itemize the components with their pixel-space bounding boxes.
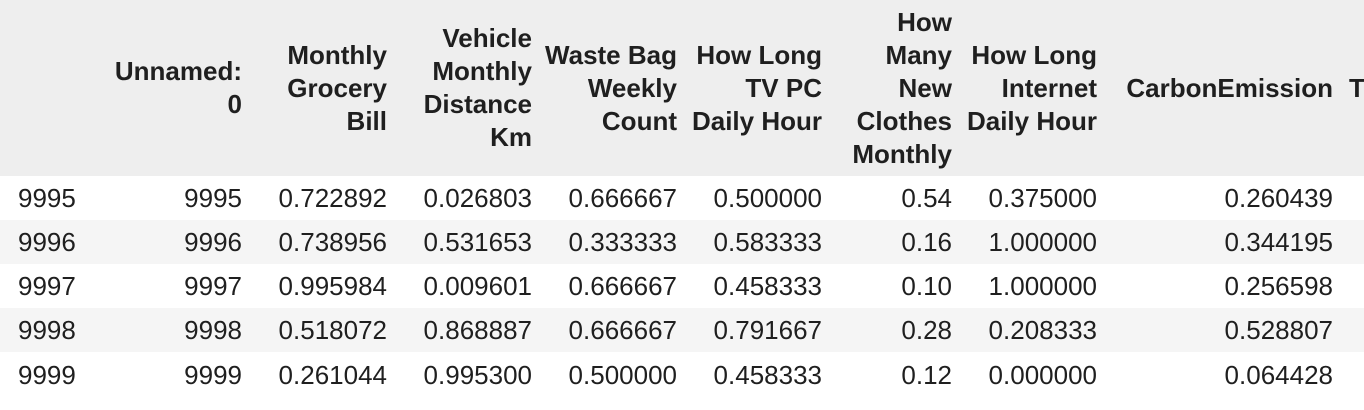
- cell-how-long-internet-daily-hour: 0.375000: [988, 182, 1097, 213]
- cell-how-long-internet-daily-hour: 0.208333: [988, 314, 1097, 345]
- row-index: 9996: [18, 226, 76, 257]
- cell-monthly-grocery-bill: 0.261044: [278, 359, 387, 390]
- cell-unnamed-0: 9999: [184, 359, 242, 390]
- cell-truncated: [1343, 176, 1364, 220]
- cell-truncated: [1343, 220, 1364, 264]
- cell-how-many-new-clothes-monthly: 0.16: [901, 226, 952, 257]
- cell-monthly-grocery-bill: 0.518072: [278, 314, 387, 345]
- cell-how-long-tv-pc-daily-hour: 0.583333: [713, 226, 822, 257]
- table-row: 9995 9995 0.722892 0.026803 0.666667 0.5…: [0, 176, 1364, 220]
- row-index: 9999: [18, 359, 76, 390]
- cell-waste-bag-weekly-count: 0.333333: [568, 226, 677, 257]
- column-header-truncated: T: [1349, 72, 1364, 103]
- table-header: Unnamed: 0 Monthly Grocery Bill Vehicle …: [0, 0, 1364, 176]
- cell-how-many-new-clothes-monthly: 0.12: [901, 359, 952, 390]
- cell-unnamed-0: 9996: [184, 226, 242, 257]
- index-header: [0, 0, 100, 176]
- cell-how-many-new-clothes-monthly: 0.54: [901, 182, 952, 213]
- column-header-unnamed-0: Unnamed: 0: [114, 56, 242, 119]
- cell-carbon-emission: 0.528807: [1224, 314, 1333, 345]
- row-index: 9995: [18, 182, 76, 213]
- column-header-how-long-tv-pc-daily-hour: How Long TV PC Daily Hour: [691, 39, 822, 136]
- cell-carbon-emission: 0.256598: [1224, 270, 1333, 301]
- cell-carbon-emission: 0.064428: [1224, 359, 1333, 390]
- cell-truncated: [1343, 308, 1364, 352]
- cell-vehicle-monthly-distance-km: 0.009601: [423, 270, 532, 301]
- cell-carbon-emission: 0.344195: [1224, 226, 1333, 257]
- table-row: 9999 9999 0.261044 0.995300 0.500000 0.4…: [0, 352, 1364, 398]
- row-index: 9998: [18, 314, 76, 345]
- cell-how-many-new-clothes-monthly: 0.10: [901, 270, 952, 301]
- table-row: 9998 9998 0.518072 0.868887 0.666667 0.7…: [0, 308, 1364, 352]
- cell-waste-bag-weekly-count: 0.666667: [568, 182, 677, 213]
- column-header-waste-bag-weekly-count: Waste Bag Weekly Count: [545, 39, 677, 136]
- column-header-monthly-grocery-bill: Monthly Grocery Bill: [287, 39, 387, 136]
- cell-how-long-tv-pc-daily-hour: 0.458333: [713, 359, 822, 390]
- cell-waste-bag-weekly-count: 0.666667: [568, 314, 677, 345]
- cell-how-long-tv-pc-daily-hour: 0.500000: [713, 182, 822, 213]
- cell-vehicle-monthly-distance-km: 0.995300: [423, 359, 532, 390]
- header-row: Unnamed: 0 Monthly Grocery Bill Vehicle …: [0, 0, 1364, 176]
- cell-waste-bag-weekly-count: 0.500000: [568, 359, 677, 390]
- column-header-carbon-emission: CarbonEmission: [1126, 72, 1333, 103]
- cell-monthly-grocery-bill: 0.722892: [278, 182, 387, 213]
- cell-vehicle-monthly-distance-km: 0.026803: [423, 182, 532, 213]
- cell-unnamed-0: 9995: [184, 182, 242, 213]
- cell-truncated: [1343, 352, 1364, 398]
- column-header-how-many-new-clothes-monthly: How Many New Clothes Monthly: [852, 6, 952, 169]
- column-header-how-long-internet-daily-hour: How Long Internet Daily Hour: [966, 39, 1097, 136]
- dataframe-table: Unnamed: 0 Monthly Grocery Bill Vehicle …: [0, 0, 1364, 398]
- cell-how-long-internet-daily-hour: 1.000000: [988, 270, 1097, 301]
- table-row: 9996 9996 0.738956 0.531653 0.333333 0.5…: [0, 220, 1364, 264]
- column-header-vehicle-monthly-distance-km: Vehicle Monthly Distance Km: [423, 23, 532, 152]
- cell-truncated: [1343, 264, 1364, 308]
- cell-how-long-internet-daily-hour: 0.000000: [988, 359, 1097, 390]
- cell-waste-bag-weekly-count: 0.666667: [568, 270, 677, 301]
- cell-how-long-internet-daily-hour: 1.000000: [988, 226, 1097, 257]
- cell-unnamed-0: 9997: [184, 270, 242, 301]
- cell-how-long-tv-pc-daily-hour: 0.458333: [713, 270, 822, 301]
- cell-unnamed-0: 9998: [184, 314, 242, 345]
- cell-monthly-grocery-bill: 0.995984: [278, 270, 387, 301]
- table-body: 9995 9995 0.722892 0.026803 0.666667 0.5…: [0, 176, 1364, 398]
- cell-vehicle-monthly-distance-km: 0.868887: [423, 314, 532, 345]
- cell-carbon-emission: 0.260439: [1224, 182, 1333, 213]
- cell-how-many-new-clothes-monthly: 0.28: [901, 314, 952, 345]
- table-row: 9997 9997 0.995984 0.009601 0.666667 0.4…: [0, 264, 1364, 308]
- cell-vehicle-monthly-distance-km: 0.531653: [423, 226, 532, 257]
- cell-monthly-grocery-bill: 0.738956: [278, 226, 387, 257]
- row-index: 9997: [18, 270, 76, 301]
- cell-how-long-tv-pc-daily-hour: 0.791667: [713, 314, 822, 345]
